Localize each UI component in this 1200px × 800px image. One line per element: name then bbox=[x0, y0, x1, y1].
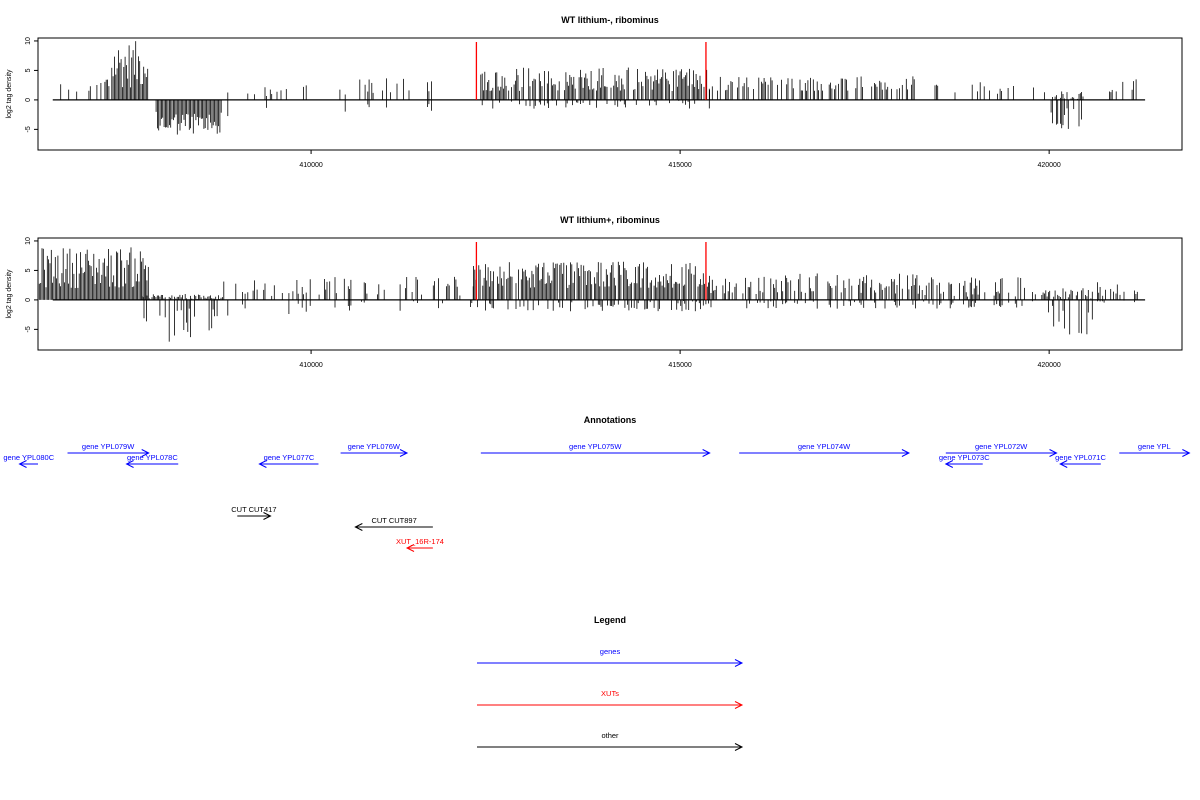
y-axis: -5 0 5 10 bbox=[25, 37, 38, 132]
annotation-features: gene YPL080C gene YPL079W gene YPL078C gene… bbox=[3, 442, 1191, 552]
annotation-feature: gene YPL074W bbox=[739, 442, 911, 457]
annotation-feature: gene YPL bbox=[1119, 442, 1191, 457]
annotation-feature: gene YPL078C bbox=[125, 453, 178, 468]
annotation-label: gene YPL072W bbox=[975, 442, 1028, 451]
annotation-label: gene YPL077C bbox=[264, 453, 315, 462]
density-bars bbox=[37, 247, 1146, 342]
annotation-label: gene YPL071C bbox=[1055, 453, 1106, 462]
arrow-head bbox=[1059, 460, 1068, 468]
track-title: WT lithium-, ribominus bbox=[561, 15, 659, 25]
annotation-feature: CUT CUT417 bbox=[231, 505, 277, 520]
x-axis: 410000 415000 420000 bbox=[299, 350, 1061, 369]
arrow-head bbox=[734, 659, 744, 667]
y-tick-label: 10 bbox=[25, 237, 32, 245]
x-tick-label: 410000 bbox=[299, 162, 322, 169]
arrow-head bbox=[405, 544, 415, 552]
legend-items: genes XUTs other bbox=[477, 647, 744, 751]
annotation-feature: XUT_16R-174 bbox=[396, 537, 444, 552]
track-title: WT lithium+, ribominus bbox=[560, 215, 660, 225]
x-tick-label: 415000 bbox=[668, 362, 691, 369]
annotation-label: gene YPL078C bbox=[127, 453, 178, 462]
arrow-head bbox=[263, 512, 272, 520]
y-tick-label: 10 bbox=[25, 37, 32, 45]
arrow-head bbox=[734, 743, 744, 751]
annotation-label: XUT_16R-174 bbox=[396, 537, 444, 546]
annotation-label: gene YPL080C bbox=[3, 453, 54, 462]
x-tick-label: 420000 bbox=[1037, 162, 1060, 169]
annotation-feature: gene YPL077C bbox=[258, 453, 319, 468]
arrow-head bbox=[354, 523, 363, 531]
legend-item-label: XUTs bbox=[601, 689, 619, 698]
track-panel-lithium-minus: WT lithium-, ribominus log2 tag density … bbox=[6, 15, 1183, 169]
legend-title: Legend bbox=[594, 615, 626, 625]
x-axis: 410000 415000 420000 bbox=[299, 150, 1061, 169]
arrow-head bbox=[125, 460, 134, 468]
annotation-feature: gene YPL080C bbox=[3, 453, 55, 468]
y-axis: -5 0 5 10 bbox=[25, 237, 38, 332]
annotation-label: CUT CUT417 bbox=[231, 505, 276, 514]
legend-item: XUTs bbox=[477, 689, 744, 709]
annotation-feature: CUT CUT897 bbox=[354, 516, 433, 531]
y-tick-label: -5 bbox=[25, 326, 32, 332]
arrow-head bbox=[141, 449, 150, 457]
arrow-head bbox=[1049, 449, 1058, 457]
plot-frame bbox=[37, 37, 1183, 151]
annotation-feature: gene YPL075W bbox=[480, 442, 711, 457]
y-tick-label: 0 bbox=[25, 298, 32, 302]
y-tick-label: 5 bbox=[25, 68, 32, 72]
density-bars bbox=[52, 41, 1146, 135]
legend-item-label: genes bbox=[600, 647, 621, 656]
annotation-feature: gene YPL072W bbox=[945, 442, 1058, 457]
annotation-feature: gene YPL073C bbox=[939, 453, 990, 468]
annotation-label: gene YPL074W bbox=[798, 442, 851, 451]
arrow-head bbox=[702, 449, 711, 457]
annotations-title: Annotations bbox=[584, 415, 637, 425]
region-markers bbox=[475, 242, 707, 300]
annotation-label: gene YPL bbox=[1138, 442, 1171, 451]
arrow-head bbox=[399, 449, 409, 457]
y-axis-label: log2 tag density bbox=[6, 69, 13, 119]
legend-item: other bbox=[477, 731, 744, 751]
arrow-head bbox=[734, 701, 744, 709]
annotation-feature: gene YPL071C bbox=[1055, 453, 1106, 468]
arrow-head bbox=[18, 460, 27, 468]
annotation-feature: gene YPL079W bbox=[67, 442, 150, 457]
annotation-feature: gene YPL076W bbox=[340, 442, 409, 457]
annotation-label: CUT CUT897 bbox=[371, 516, 416, 525]
legend: Legend genes XUTs other bbox=[477, 615, 744, 751]
region-markers bbox=[475, 42, 707, 100]
track-panel-lithium-plus: WT lithium+, ribominus log2 tag density … bbox=[6, 215, 1183, 369]
y-tick-label: -5 bbox=[25, 126, 32, 132]
arrow-head bbox=[944, 460, 954, 468]
annotation-label: gene YPL075W bbox=[569, 442, 622, 451]
arrow-head bbox=[901, 449, 911, 457]
arrow-head bbox=[1182, 449, 1191, 457]
annotation-label: gene YPL079W bbox=[82, 442, 135, 451]
y-tick-label: 0 bbox=[25, 98, 32, 102]
x-tick-label: 415000 bbox=[668, 162, 691, 169]
arrow-head bbox=[258, 460, 267, 468]
annotation-label: gene YPL076W bbox=[348, 442, 401, 451]
annotation-label: gene YPL073C bbox=[939, 453, 990, 462]
x-tick-label: 420000 bbox=[1037, 362, 1060, 369]
y-axis-label: log2 tag density bbox=[6, 269, 13, 319]
x-tick-label: 410000 bbox=[299, 362, 322, 369]
y-tick-label: 5 bbox=[25, 268, 32, 272]
legend-item-label: other bbox=[601, 731, 619, 740]
legend-item: genes bbox=[477, 647, 744, 667]
